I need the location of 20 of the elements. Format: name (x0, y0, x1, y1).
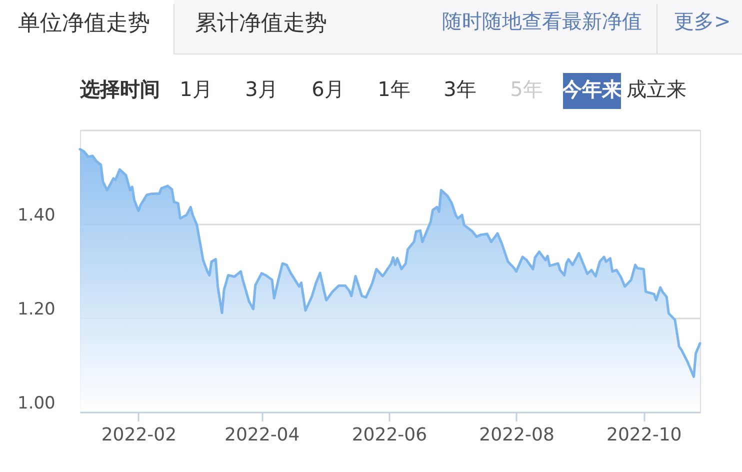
y-tick-label: 1.40 (18, 206, 56, 226)
x-tick-label: 2022-10 (606, 424, 682, 446)
text: 选择时间 (79, 77, 160, 101)
text: 6月 (312, 77, 344, 101)
y-tick-label: 1.20 (18, 300, 56, 320)
text: 随时随地查看最新净值 (442, 9, 642, 33)
text: 成立来 (626, 77, 686, 101)
chart-title: 单位净值走势 (18, 11, 150, 36)
text: 3年 (444, 77, 476, 101)
text: 1月 (180, 77, 212, 101)
text: 更多> (674, 9, 731, 33)
y-tick-label: 1.00 (18, 394, 56, 414)
text: 累计净值走势 (195, 11, 327, 36)
x-tick-label: 2022-02 (101, 424, 177, 446)
text: 今年来 (561, 77, 622, 101)
text: 1年 (378, 77, 410, 101)
x-tick-label: 2022-06 (352, 424, 428, 446)
text: 3月 (245, 77, 278, 101)
x-tick-label: 2022-08 (479, 424, 554, 446)
x-tick-label: 2022-04 (224, 424, 300, 446)
